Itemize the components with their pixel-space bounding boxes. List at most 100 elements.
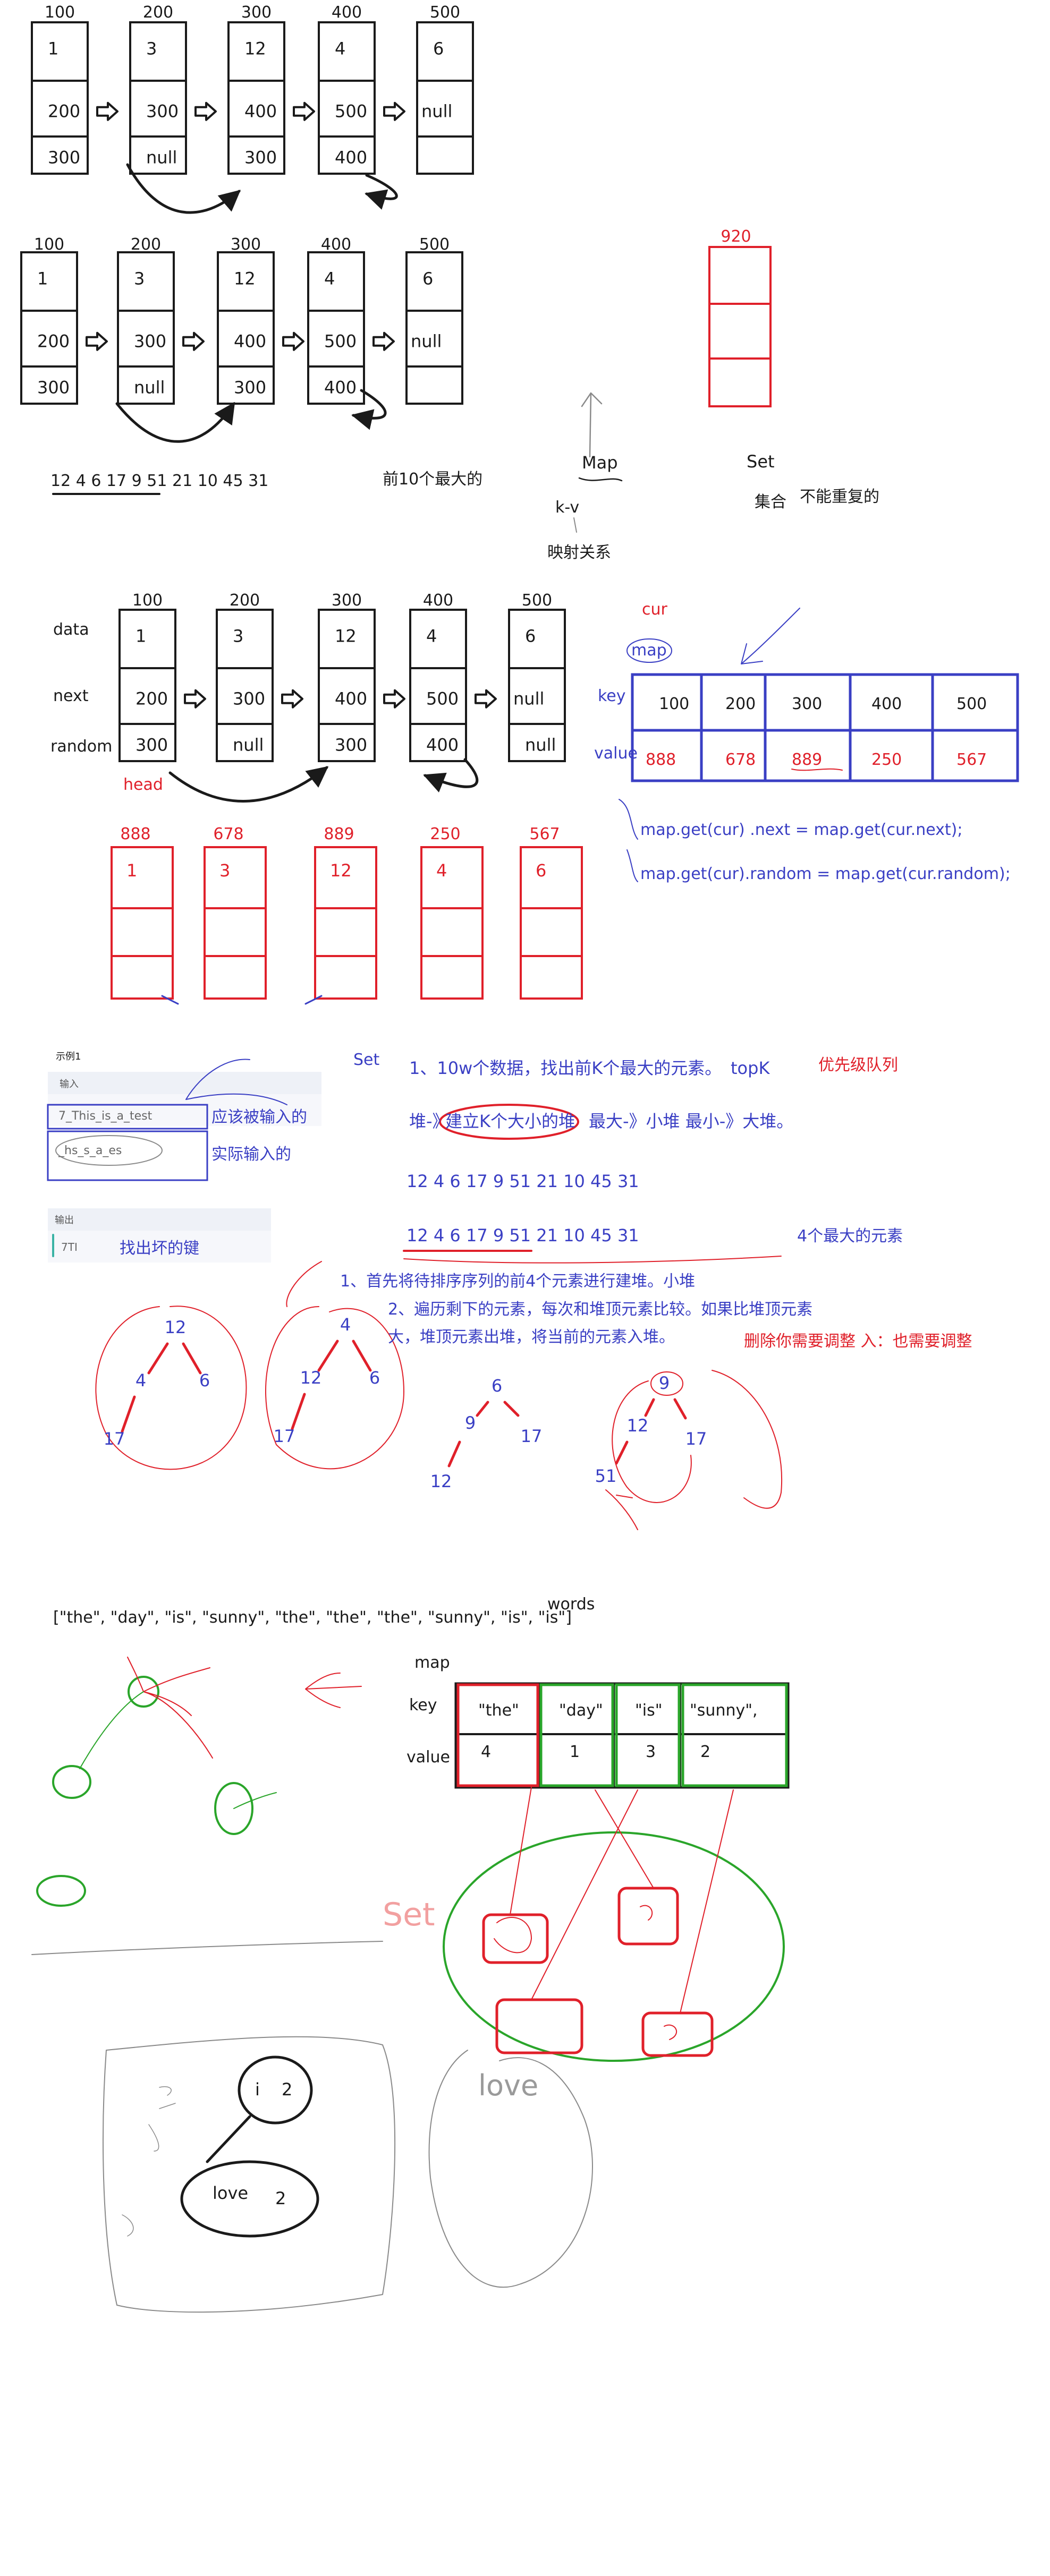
node-address: 200 [230,591,260,610]
scribble [122,2086,176,2237]
copy-node [708,246,772,407]
map-key: 100 [659,695,689,713]
heap-node: 12 [165,1317,187,1337]
random-pointer-curve [351,389,387,430]
highlight-circle [626,638,672,663]
row-label: next [53,687,89,705]
text-line: 堆-》 [409,1111,450,1131]
underline [791,768,843,771]
map-value: 567 [956,750,987,769]
scribble [403,1256,782,1264]
map-key: 200 [725,695,756,713]
map-value: 678 [725,750,756,769]
words-array: ["the", "day", "is", "sunny", "the", "th… [53,1608,572,1627]
node-random: 300 [244,147,277,167]
set-element-box [482,1913,549,1964]
pointer-line [161,995,179,1005]
input-panel-bg [48,1072,321,1094]
underline [578,477,623,482]
list-node [31,21,89,175]
trie-count: 2 [275,2188,286,2208]
node-address: 300 [332,591,362,610]
example-title: 示例1 [56,1051,81,1062]
list-node [318,609,376,762]
pointer-line [619,799,638,882]
heap-node: 6 [199,1370,210,1391]
tree-edge [182,1342,202,1375]
annotation: 映射关系 [547,543,611,562]
copy-address: 567 [529,825,560,843]
input-value: 7_This_is_a_test [58,1110,153,1123]
row-label: random [50,737,112,756]
random-pointer-curve [126,163,241,214]
node-next: null [421,101,452,121]
highlight-box [681,1683,788,1787]
list-node [508,609,566,762]
code-line: map.get(cur).random = map.get(cur.random… [640,865,1011,883]
node-random: 300 [234,377,266,397]
scribble [185,1059,287,1105]
text-line: 2、遍历剩下的元素，每次和堆顶元素比较。如果比堆顶元素 [388,1300,812,1319]
heap-node: 17 [274,1426,295,1446]
annotation: 实际输入的 [211,1145,291,1164]
scribble [31,1941,383,1955]
list-node [129,21,187,175]
scribble [286,1261,322,1307]
node-value: 12 [335,626,357,646]
random-pointer-curve [365,174,398,210]
node-random: 300 [136,735,168,755]
input-value: _hs_s_a_es [58,1144,122,1157]
list-node [416,21,474,175]
copy-value: 6 [536,860,546,881]
annotation: topK [731,1058,770,1078]
copy-address: 678 [213,825,243,843]
tree-node-circle [128,1676,159,1708]
heap-node: 12 [627,1415,649,1436]
annotation: 不能重复的 [800,488,879,506]
next-arrow-icon [86,331,108,351]
next-arrow-icon [96,101,118,121]
node-random: null [525,735,556,755]
tree-edge [476,1401,489,1417]
copy-value: 3 [219,860,230,881]
map-key: "the" [478,1701,519,1720]
set-scribble: Set [383,1896,435,1933]
pointer-line [573,517,577,533]
code-line: map.get(cur) .next = map.get(cur.next); [640,821,963,839]
map-key: 300 [792,695,822,713]
node-next: 200 [37,331,70,351]
input-panel-body [48,1094,321,1126]
next-arrow-icon [182,331,205,351]
next-arrow-icon [372,331,395,351]
node-next: 500 [324,331,357,351]
node-value: 1 [136,626,146,646]
node-address: 500 [430,3,460,22]
panel-label: 输出 [55,1215,74,1226]
node-address: 100 [34,235,64,254]
sketch-frame [428,2050,593,2288]
mapping-line [510,1787,734,2014]
set-element-box [495,1998,583,2054]
text-line: 大，堆顶元素出堆，将当前的元素入堆。 [388,1328,675,1346]
map-label: map [414,1653,450,1672]
list-node [307,251,365,405]
kv-label: k-v [555,498,579,517]
node-value: 12 [234,269,256,289]
arrow-left-icon [305,1673,362,1708]
node-value: 4 [426,626,437,646]
node-random: 300 [48,147,80,167]
heap-node: 9 [465,1413,476,1433]
text-line: 1、10w个数据，找出前K个最大的元素。 [409,1058,722,1078]
node-value: 6 [422,269,433,289]
trie-label: i [255,2079,260,2100]
list-node [216,609,274,762]
next-arrow-icon [282,331,304,351]
trie-node [180,2160,319,2238]
heap-node: 17 [685,1429,707,1449]
trie-count: 2 [282,2079,292,2100]
annotation: words [547,1595,595,1614]
set-element-box [641,2011,714,2057]
heap-node: 12 [300,1368,322,1388]
output-panel-body [48,1231,271,1263]
tree-edge [317,1340,339,1372]
